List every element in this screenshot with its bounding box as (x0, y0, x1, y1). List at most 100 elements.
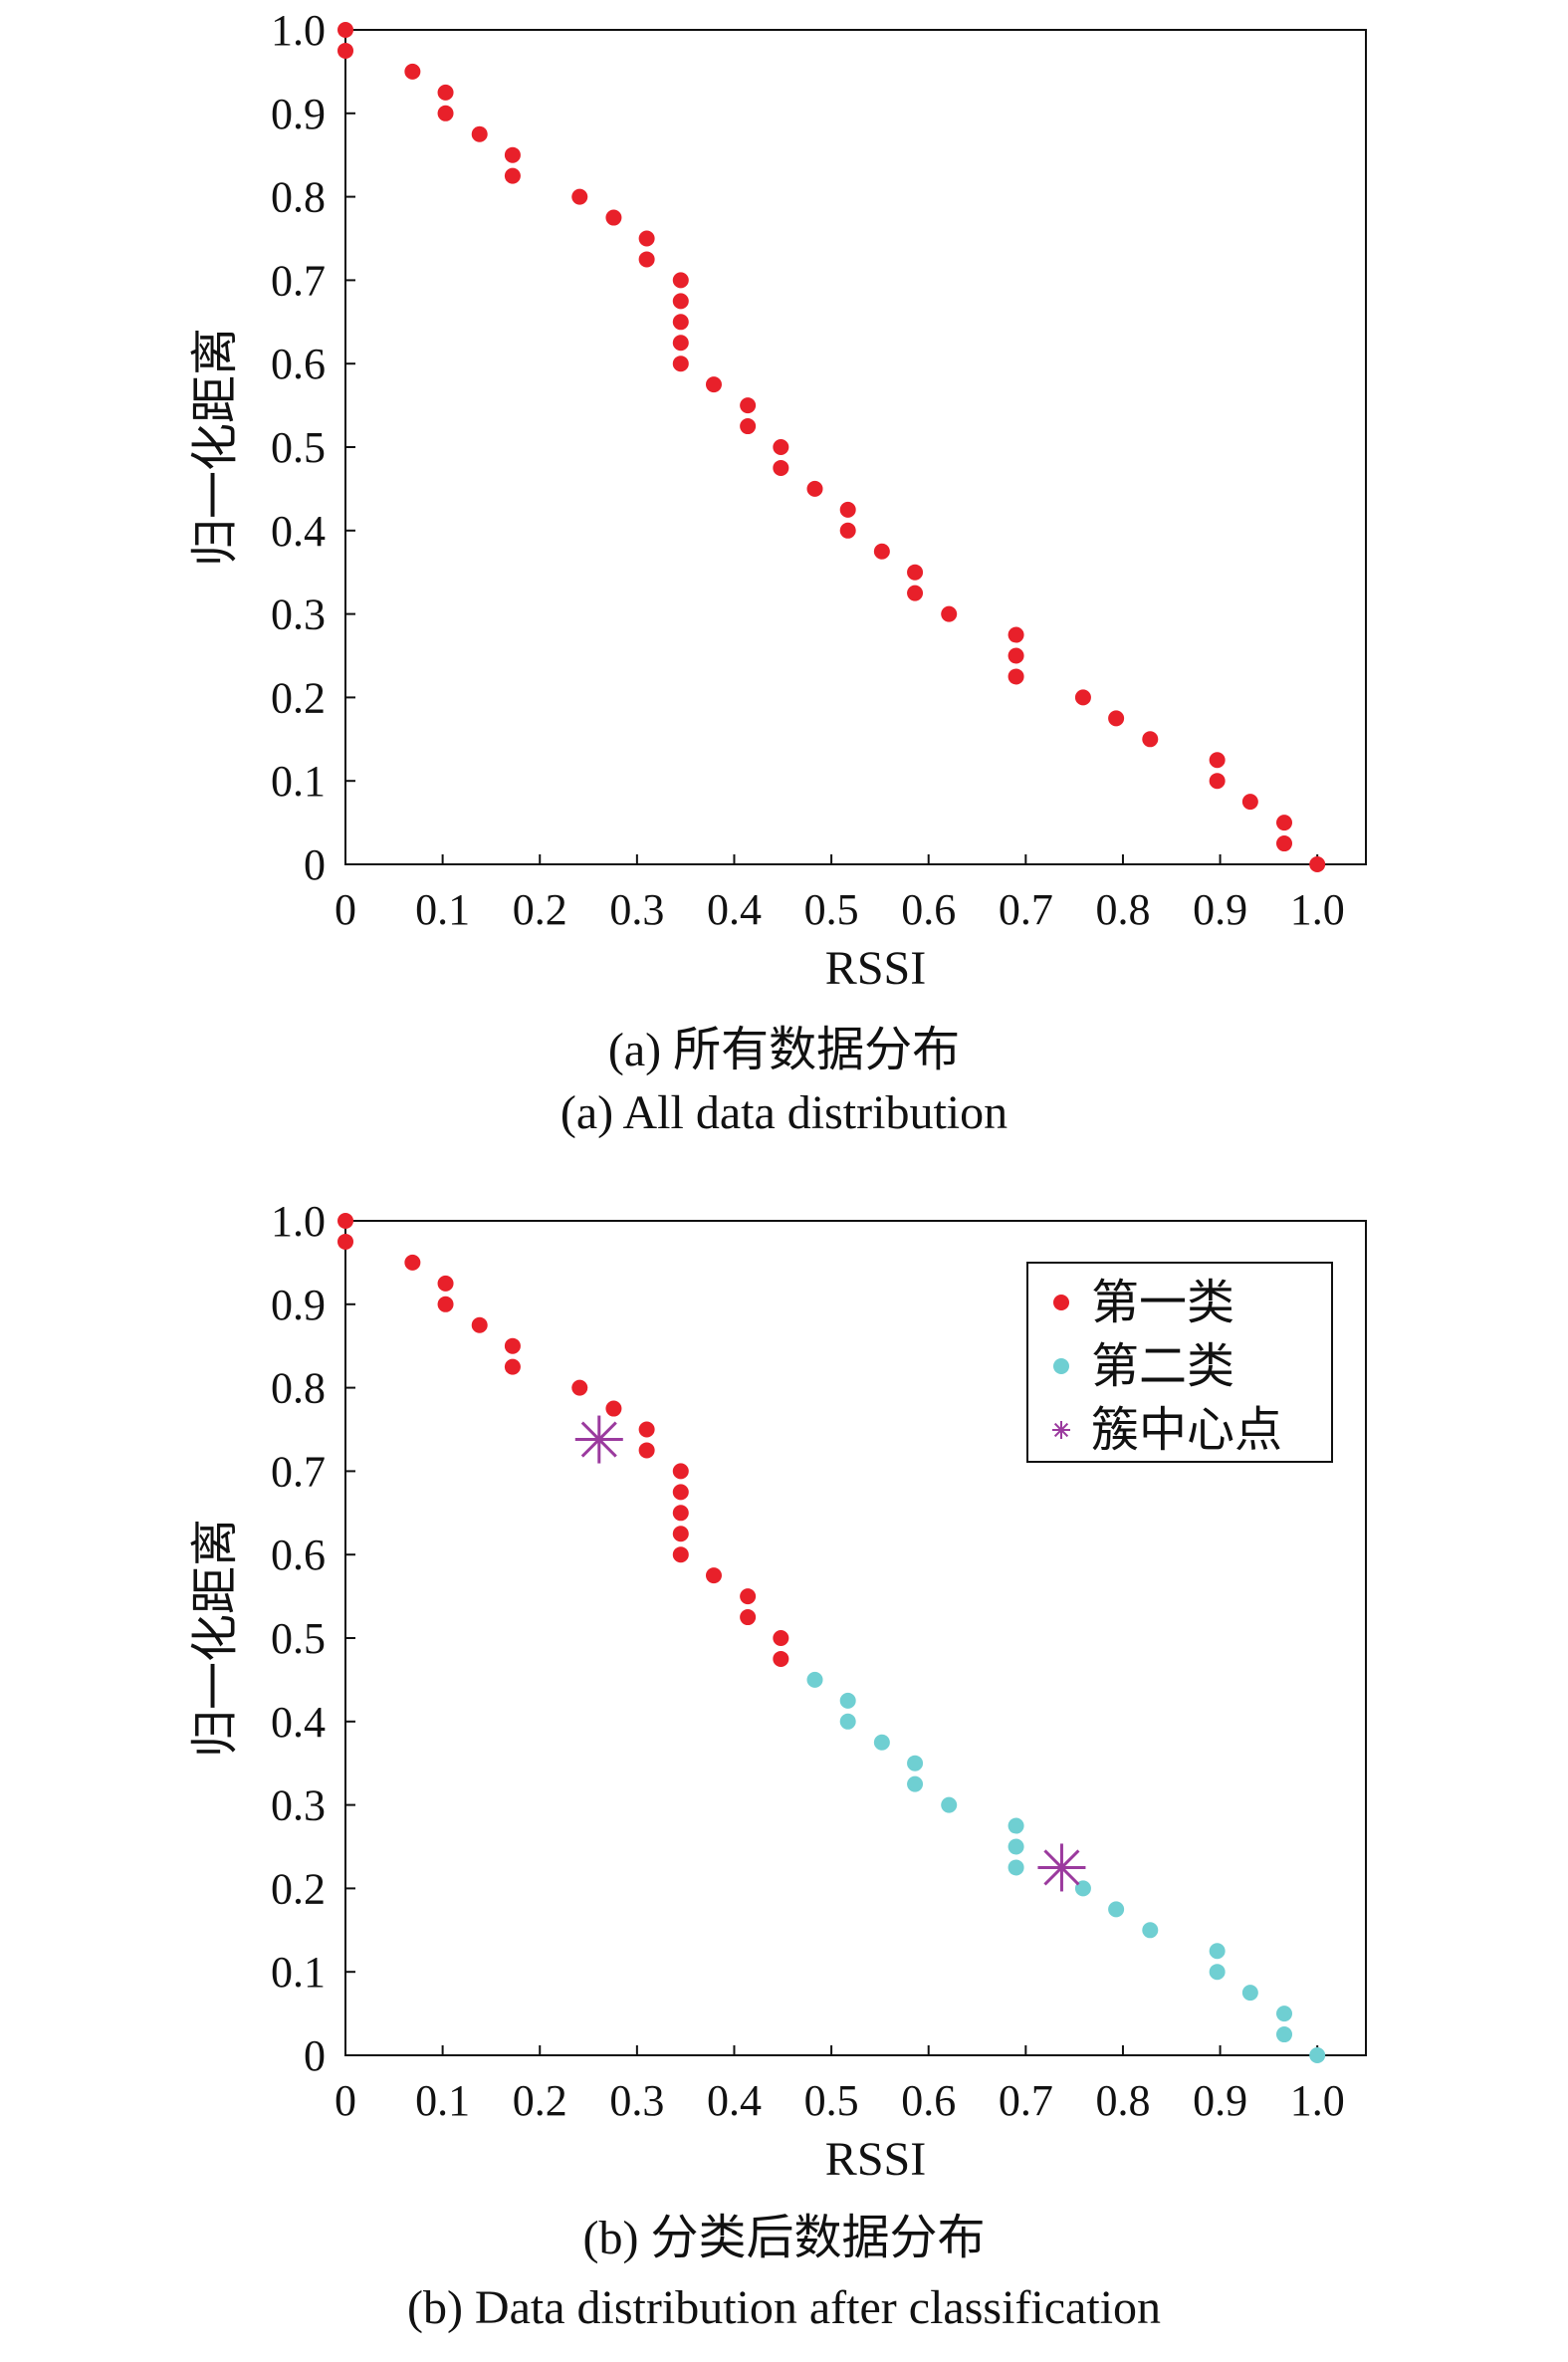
chart-1-legend-label-1: 第二类 (1091, 1340, 1234, 1393)
chart-0-data-point (705, 376, 722, 393)
chart-1-series-0-point (337, 1213, 353, 1229)
chart-0-data-point (740, 418, 757, 435)
chart-1-series-0-point (740, 1609, 757, 1626)
chart-1-x-tick-label: 1.0 (1290, 2076, 1345, 2125)
chart-0-y-tick-label: 0.3 (271, 590, 326, 639)
chart-1-series-1-point (839, 1692, 856, 1709)
chart-1-series-1-point (1209, 1943, 1226, 1960)
chart-0-data-point (941, 605, 958, 622)
chart-0-data-point (1241, 794, 1258, 811)
chart-0-y-tick-label: 0.7 (271, 256, 326, 305)
chart-0-y-tick-label: 0.9 (271, 90, 326, 138)
chart-0-data-point (672, 355, 689, 372)
chart-0-data-point (638, 251, 655, 268)
chart-1-legend-marker-0 (1053, 1295, 1069, 1310)
chart-1-series-1-point (1074, 1880, 1091, 1897)
chart-1-series-0-point (773, 1630, 789, 1646)
chart-0-data-point (907, 564, 924, 581)
chart-0-x-tick-label: 0 (335, 885, 356, 934)
chart-1-series-1-point (1309, 2047, 1326, 2063)
caption-a-chinese: (a) 所有数据分布 (607, 1024, 961, 1076)
chart-0-data-point (337, 42, 353, 59)
chart-1-legend-label-0: 第一类 (1091, 1277, 1234, 1329)
chart-1-x-tick-label: 0.1 (415, 2076, 470, 2125)
chart-0-data-point (1209, 752, 1226, 769)
chart-0-y-tick-label: 0.5 (271, 423, 326, 472)
chart-0-x-tick-label: 0.1 (415, 885, 470, 934)
chart-1-y-tick-label: 0.3 (271, 1781, 326, 1830)
chart-0-y-tick-label: 0 (304, 840, 326, 889)
chart-0-data-point (1276, 815, 1292, 831)
chart-0-y-tick-label: 1.0 (271, 6, 326, 55)
chart-0-data-point (1108, 710, 1125, 727)
chart-1-series-0-point (740, 1588, 757, 1605)
chart-0-data-point (839, 522, 856, 539)
chart-1-series-0-point (404, 1254, 421, 1271)
chart-1-series-1-point (1008, 1859, 1024, 1876)
chart-1-series-0-point (337, 1233, 353, 1250)
chart-1-series-1-point (941, 1796, 958, 1813)
chart-0-data-point (1008, 668, 1024, 685)
chart-1-series-1-point (1108, 1901, 1125, 1918)
chart-1-series-0-point (705, 1567, 722, 1584)
chart-1-y-tick-label: 0.4 (271, 1698, 326, 1747)
chart-0-y-tick-label: 0.6 (271, 340, 326, 388)
chart-1-series-1-point (873, 1734, 890, 1751)
chart-0-data-point (1142, 731, 1159, 748)
chart-0-data-point (672, 293, 689, 310)
chart-1-x-tick-label: 0.5 (804, 2076, 859, 2125)
chart-1-series-0-point (638, 1442, 655, 1459)
chart-1-series-0-point (638, 1421, 655, 1438)
chart-0-data-point (1008, 647, 1024, 664)
chart-1-cluster-center-point (574, 1415, 623, 1464)
chart-0-data-point (1276, 835, 1292, 852)
chart-1-y-axis-title: 归一化距离 (189, 1519, 242, 1758)
chart-0-plot-frame (344, 29, 1367, 865)
chart-0-y-tick-label: 0.2 (271, 673, 326, 722)
chart-1-series-1-point (1276, 2006, 1292, 2022)
chart-0-data-point (1309, 856, 1326, 872)
chart-1-series-0-point (571, 1379, 588, 1396)
chart-0-data-point (504, 167, 521, 184)
chart-1-series-0-point (773, 1650, 789, 1667)
chart-1-legend-label-2: 簇中心点 (1091, 1404, 1282, 1457)
chart-1-x-tick-label: 0.9 (1193, 2076, 1247, 2125)
chart-1-series-0-point (605, 1400, 622, 1417)
chart-1-series-0-point (437, 1296, 454, 1312)
chart-1-series-0-point (672, 1526, 689, 1542)
caption-b-chinese: (b) 分类后数据分布 (582, 2212, 986, 2264)
chart-0-y-axis-title: 归一化距离 (189, 328, 242, 567)
chart-0-data-point (337, 22, 353, 38)
chart-0-data-point (806, 480, 823, 497)
chart-0-x-tick-label: 0.4 (707, 885, 762, 934)
chart-1-y-tick-label: 0.7 (271, 1447, 326, 1496)
chart-0-x-tick-label: 0.2 (513, 885, 567, 934)
chart-0-data-point (773, 459, 789, 476)
chart-1-cluster-center-point (1037, 1843, 1086, 1892)
chart-1-legend-marker-1 (1053, 1358, 1069, 1374)
chart-1-x-tick-label: 0.7 (999, 2076, 1053, 2125)
chart-1-x-tick-label: 0.3 (609, 2076, 664, 2125)
chart-0-data-point (605, 209, 622, 226)
chart-1-series-1-point (806, 1671, 823, 1688)
chart-0-data-point (471, 125, 488, 142)
chart-1-x-tick-label: 0.4 (707, 2076, 762, 2125)
chart-1-y-tick-label: 0.8 (271, 1364, 326, 1413)
chart-0-data-point (672, 314, 689, 331)
chart-1-series-0-point (672, 1546, 689, 1563)
chart-0-data-point (873, 543, 890, 560)
chart-1-y-tick-label: 0 (304, 2031, 326, 2080)
chart-1-x-tick-label: 0.8 (1095, 2076, 1150, 2125)
chart-0-x-tick-label: 0.6 (901, 885, 956, 934)
chart-1-y-tick-label: 0.9 (271, 1281, 326, 1329)
chart-0-data-point (638, 230, 655, 247)
chart-1-y-tick-label: 0.2 (271, 1864, 326, 1913)
chart-0-data-point (672, 272, 689, 289)
caption-a-english: (a) All data distribution (560, 1086, 1008, 1139)
chart-1-series-1-point (1008, 1817, 1024, 1834)
chart-0-data-point (437, 105, 454, 121)
chart-1-y-tick-label: 0.5 (271, 1614, 326, 1663)
chart-1-series-1-point (1209, 1964, 1226, 1981)
chart-1-series-0-point (672, 1505, 689, 1522)
chart-1-x-tick-label: 0.6 (901, 2076, 956, 2125)
